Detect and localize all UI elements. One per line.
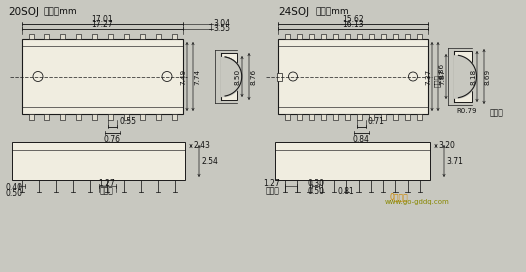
Text: 8.18: 8.18 bbox=[470, 69, 476, 85]
Text: R0.79: R0.79 bbox=[456, 108, 477, 114]
Text: 典型値: 典型値 bbox=[266, 187, 280, 196]
Bar bbox=[76, 114, 81, 119]
Bar bbox=[60, 114, 65, 119]
Text: 0.84: 0.84 bbox=[352, 134, 369, 144]
Bar bbox=[345, 114, 349, 119]
Bar bbox=[221, 53, 237, 100]
Bar bbox=[108, 114, 113, 119]
Text: 典型値: 典型値 bbox=[490, 108, 504, 117]
Bar bbox=[12, 142, 185, 180]
Bar bbox=[124, 114, 129, 119]
Text: 1.27: 1.27 bbox=[99, 178, 115, 187]
Text: 单位：mm: 单位：mm bbox=[44, 7, 78, 16]
Text: 8.76: 8.76 bbox=[250, 69, 256, 85]
Bar bbox=[28, 114, 34, 119]
Text: 16.13: 16.13 bbox=[342, 20, 364, 29]
Bar bbox=[44, 33, 49, 39]
Text: 2.54: 2.54 bbox=[201, 156, 218, 165]
Text: 典型値: 典型値 bbox=[100, 187, 114, 196]
Bar bbox=[285, 114, 289, 119]
Text: 1.27: 1.27 bbox=[263, 178, 280, 187]
Bar bbox=[320, 114, 326, 119]
Bar bbox=[332, 114, 338, 119]
Text: 0.71: 0.71 bbox=[368, 116, 385, 125]
Text: 0.55: 0.55 bbox=[119, 116, 136, 125]
Bar bbox=[454, 51, 472, 102]
Bar bbox=[171, 114, 177, 119]
Text: 7.37: 7.37 bbox=[425, 69, 431, 85]
Bar bbox=[275, 142, 430, 180]
Text: 0.40: 0.40 bbox=[5, 184, 23, 193]
Text: 0.76: 0.76 bbox=[104, 134, 121, 144]
Bar bbox=[404, 33, 410, 39]
Text: 20SOJ: 20SOJ bbox=[8, 7, 39, 17]
Bar bbox=[332, 33, 338, 39]
Text: 8.50: 8.50 bbox=[235, 69, 241, 85]
Text: 17.01: 17.01 bbox=[92, 15, 113, 24]
Text: 8.69: 8.69 bbox=[485, 69, 491, 85]
Bar bbox=[392, 114, 398, 119]
Text: 2.43: 2.43 bbox=[193, 141, 210, 150]
Text: 7.87: 7.87 bbox=[439, 69, 445, 85]
Text: 3.04: 3.04 bbox=[213, 19, 230, 28]
Bar bbox=[320, 33, 326, 39]
Text: 24SOJ: 24SOJ bbox=[278, 7, 309, 17]
Text: 0.50: 0.50 bbox=[5, 190, 23, 199]
Bar bbox=[28, 33, 34, 39]
Bar bbox=[140, 114, 145, 119]
Bar bbox=[417, 33, 421, 39]
Bar bbox=[297, 114, 301, 119]
Bar bbox=[417, 114, 421, 119]
Bar bbox=[369, 33, 373, 39]
Text: 0.81: 0.81 bbox=[337, 187, 354, 196]
Text: 3.20: 3.20 bbox=[438, 141, 455, 150]
Bar bbox=[285, 33, 289, 39]
Bar bbox=[297, 33, 301, 39]
Bar bbox=[404, 114, 410, 119]
Bar bbox=[60, 33, 65, 39]
Text: www.go-gddq.com: www.go-gddq.com bbox=[385, 199, 450, 205]
Bar bbox=[124, 33, 129, 39]
Bar bbox=[392, 33, 398, 39]
Bar bbox=[357, 33, 361, 39]
Text: 6.86: 6.86 bbox=[439, 63, 445, 79]
Text: 7.74: 7.74 bbox=[194, 69, 200, 85]
Text: 7.49: 7.49 bbox=[180, 69, 186, 85]
Bar bbox=[357, 114, 361, 119]
Text: 0.50: 0.50 bbox=[307, 187, 324, 196]
Text: 单位：mm: 单位：mm bbox=[316, 7, 350, 16]
Bar bbox=[171, 33, 177, 39]
Bar bbox=[44, 114, 49, 119]
Bar bbox=[108, 33, 113, 39]
Text: 3.55: 3.55 bbox=[213, 24, 230, 33]
Bar bbox=[380, 33, 386, 39]
Text: 0电器网: 0电器网 bbox=[390, 192, 409, 201]
Bar bbox=[278, 39, 428, 114]
Bar bbox=[380, 114, 386, 119]
Bar bbox=[76, 33, 81, 39]
Bar bbox=[345, 33, 349, 39]
Text: 17.27: 17.27 bbox=[92, 20, 113, 29]
Bar bbox=[92, 33, 97, 39]
Bar bbox=[22, 39, 183, 114]
Bar bbox=[309, 114, 313, 119]
Bar bbox=[92, 114, 97, 119]
Text: 典型値: 典型値 bbox=[434, 74, 441, 87]
Text: 0.30: 0.30 bbox=[307, 178, 324, 187]
Text: 15.62: 15.62 bbox=[342, 15, 364, 24]
Bar bbox=[140, 33, 145, 39]
FancyBboxPatch shape bbox=[277, 73, 282, 81]
Text: 3.71: 3.71 bbox=[446, 156, 463, 165]
Bar bbox=[156, 114, 160, 119]
Bar bbox=[309, 33, 313, 39]
Bar bbox=[156, 33, 160, 39]
Bar bbox=[369, 114, 373, 119]
